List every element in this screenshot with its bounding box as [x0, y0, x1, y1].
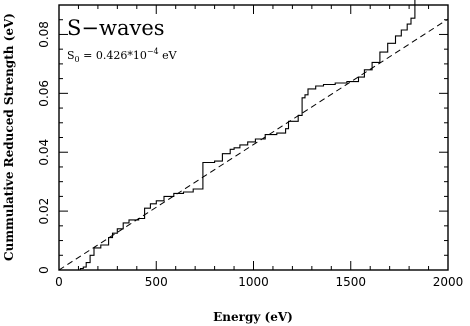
x-tick-label: 1000	[238, 275, 269, 289]
x-tick-label: 1500	[335, 275, 366, 289]
y-tick-label: 0.06	[37, 80, 51, 107]
annotation-s0-index: 0	[75, 55, 80, 64]
x-tick-label: 2000	[433, 275, 464, 289]
annotation-s0-value: = 0.426*10	[80, 49, 147, 62]
x-tick-label: 500	[145, 275, 168, 289]
y-tick-label: 0.08	[37, 21, 51, 48]
annotation-title: S−waves	[67, 16, 165, 40]
staircase-series	[59, 0, 416, 271]
fit-line-series	[58, 18, 449, 271]
annotation-s0-symbol: S	[67, 49, 75, 62]
annotation-s0: S0 = 0.426*10−4 eV	[67, 47, 178, 64]
x-tick-labels: 0 500 1000 1500 2000	[55, 275, 463, 289]
axis-ticks	[58, 4, 449, 271]
x-tick-label: 0	[55, 275, 63, 289]
y-tick-labels: 0 0.02 0.04 0.06 0.08	[37, 21, 51, 274]
annotation-s0-exponent: −4	[147, 47, 159, 56]
y-tick-label: 0	[37, 266, 51, 274]
annotation-s0-unit: eV	[159, 49, 178, 62]
x-axis-label: Energy (eV)	[213, 310, 293, 324]
y-tick-label: 0.02	[37, 198, 51, 225]
y-axis-label: Cummulative Reduced Strength (eV)	[2, 13, 16, 261]
y-tick-label: 0.04	[37, 139, 51, 166]
